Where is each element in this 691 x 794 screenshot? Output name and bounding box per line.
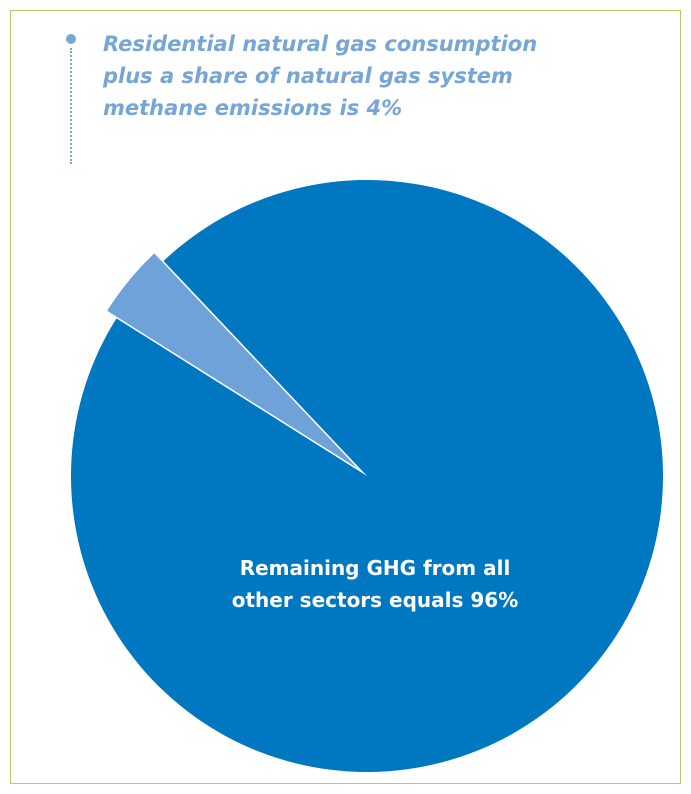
pie-slice-remaining [70, 180, 663, 773]
slice-label-residential: 4% [71, 204, 107, 228]
pie-slice-residential [107, 253, 358, 469]
slice-label-remaining: Remaining GHG from all other sectors equ… [231, 556, 519, 612]
callout-leader-line [70, 48, 72, 164]
callout-dot [66, 34, 76, 44]
callout-text: Residential natural gas consumption plus… [103, 32, 538, 120]
